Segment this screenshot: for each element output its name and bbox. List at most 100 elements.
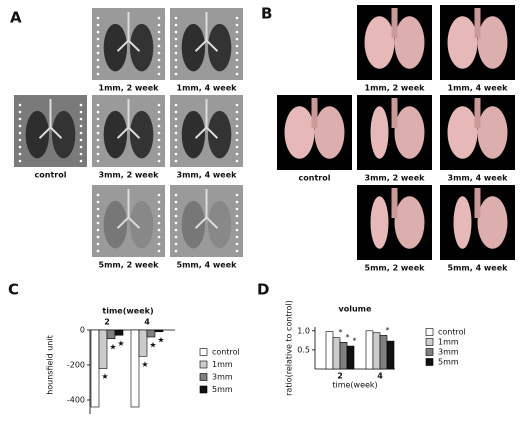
- rib-dot: [79, 124, 83, 128]
- rib-dot: [96, 44, 100, 48]
- rib-dot: [174, 65, 178, 69]
- scan-image: [357, 95, 432, 170]
- rib-dot: [174, 58, 178, 62]
- lung: [477, 106, 508, 159]
- bar: [114, 329, 124, 336]
- rib-dot: [96, 58, 100, 62]
- image-caption: 1mm, 4 week: [177, 84, 238, 93]
- legend-label: 1mm: [438, 338, 459, 347]
- legend-label: 5mm: [438, 358, 459, 367]
- rib-dot: [96, 110, 100, 114]
- y-axis-label: hounsfield unit: [46, 335, 55, 395]
- rib-dot: [157, 30, 161, 34]
- lung: [181, 200, 206, 249]
- rib-dot: [96, 249, 100, 253]
- panel-label: B: [261, 5, 272, 23]
- rib-dot: [235, 221, 239, 225]
- rib-dot: [174, 51, 178, 55]
- rib-dot: [79, 110, 83, 114]
- rib-dot: [157, 228, 161, 232]
- rib-dot: [174, 145, 178, 149]
- rib-dot: [96, 72, 100, 76]
- rib-dot: [174, 235, 178, 239]
- rib-dot: [235, 124, 239, 128]
- rib-dot: [96, 242, 100, 246]
- bar: [130, 329, 140, 408]
- scan-image: [170, 185, 243, 257]
- rib-dot: [174, 214, 178, 218]
- significance-mark: *: [353, 337, 357, 346]
- rib-dot: [157, 124, 161, 128]
- rib-dot: [157, 193, 161, 197]
- rib-dot: [18, 131, 22, 135]
- rib-dot: [174, 228, 178, 232]
- image-caption: 1mm, 4 week: [448, 84, 509, 93]
- rib-dot: [96, 16, 100, 20]
- rib-dot: [174, 124, 178, 128]
- trachea: [116, 12, 141, 52]
- scan-image: [440, 185, 515, 260]
- rib-dot: [235, 30, 239, 34]
- lung: [477, 16, 508, 69]
- lung: [447, 16, 478, 69]
- rib-dot: [174, 44, 178, 48]
- significance-mark: ★: [117, 339, 124, 348]
- image-caption: control: [35, 171, 67, 180]
- rib-dot: [235, 131, 239, 135]
- rib-dot: [96, 235, 100, 239]
- rib-dot: [235, 235, 239, 239]
- rib-dot: [157, 131, 161, 135]
- rib-dot: [235, 103, 239, 107]
- trachea: [391, 188, 398, 218]
- trachea: [194, 189, 219, 229]
- rib-dot: [235, 23, 239, 27]
- image-caption: 1mm, 2 week: [99, 84, 160, 93]
- rib-dot: [174, 242, 178, 246]
- rib-dot: [79, 117, 83, 121]
- rib-dot: [235, 58, 239, 62]
- rib-dot: [96, 138, 100, 142]
- rib-dot: [235, 37, 239, 41]
- lung: [394, 196, 425, 249]
- trachea: [391, 98, 398, 128]
- rib-dot: [157, 65, 161, 69]
- lung: [129, 200, 154, 249]
- rib-dot: [174, 37, 178, 41]
- bar: [379, 335, 388, 370]
- rib-dot: [157, 103, 161, 107]
- legend-swatch: [199, 373, 208, 381]
- legend-swatch: [425, 348, 434, 356]
- legend-swatch: [199, 348, 208, 356]
- rib-dot: [235, 249, 239, 253]
- lung: [207, 200, 232, 249]
- bar: [372, 332, 381, 370]
- image-caption: 3mm, 2 week: [99, 171, 160, 180]
- rib-dot: [174, 103, 178, 107]
- rib-dot: [79, 159, 83, 163]
- panel-label: A: [10, 9, 22, 27]
- chart-title: volume: [339, 305, 372, 314]
- trachea: [38, 99, 63, 139]
- rib-dot: [235, 117, 239, 121]
- significance-mark: *: [346, 333, 350, 342]
- chart-title: time(week): [102, 307, 153, 316]
- trachea: [116, 99, 141, 139]
- lung: [394, 106, 425, 159]
- rib-dot: [96, 51, 100, 55]
- rib-dot: [79, 131, 83, 135]
- x-tick-label: 4: [144, 318, 150, 327]
- trachea: [194, 12, 219, 52]
- significance-mark: ★: [157, 335, 164, 344]
- trachea: [116, 189, 141, 229]
- lung: [181, 110, 206, 159]
- legend-label: 3mm: [212, 373, 233, 382]
- rib-dot: [96, 228, 100, 232]
- x-tick-label: 2: [104, 318, 110, 327]
- rib-dot: [96, 103, 100, 107]
- bar: [325, 331, 334, 370]
- lung: [181, 23, 206, 72]
- rib-dot: [18, 145, 22, 149]
- y-tick-label: -200: [67, 361, 85, 370]
- rib-dot: [96, 159, 100, 163]
- rib-dot: [96, 214, 100, 218]
